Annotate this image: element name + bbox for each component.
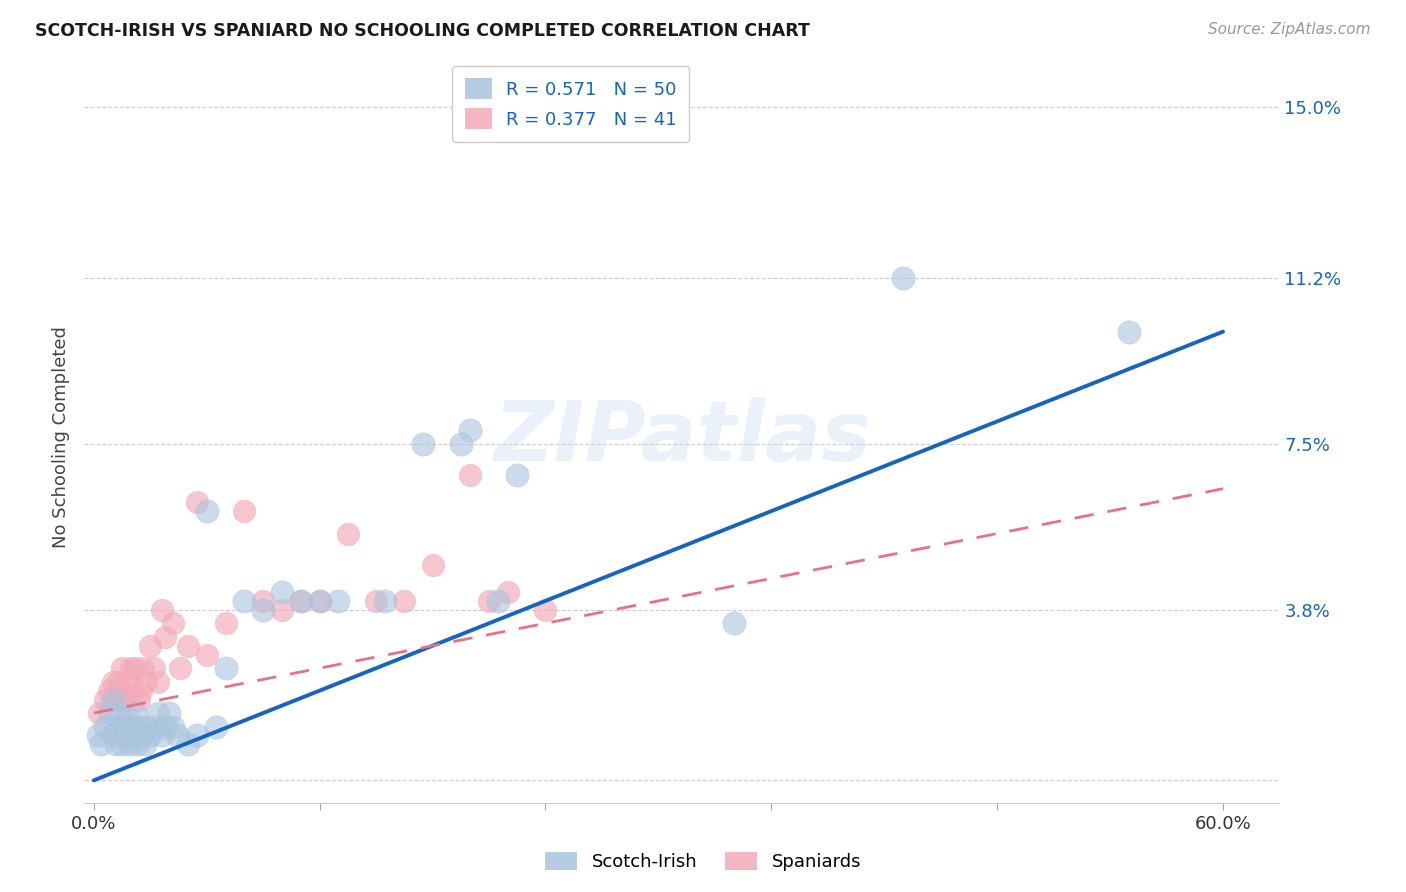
Point xyxy=(157,706,180,720)
Point xyxy=(150,729,173,743)
Point xyxy=(128,692,150,706)
Point xyxy=(394,594,416,608)
Point xyxy=(422,558,444,572)
Point xyxy=(308,594,330,608)
Text: Source: ZipAtlas.com: Source: ZipAtlas.com xyxy=(1208,22,1371,37)
Point xyxy=(891,270,914,285)
Point xyxy=(214,661,236,675)
Point xyxy=(134,738,156,752)
Point xyxy=(112,692,135,706)
Point xyxy=(271,603,294,617)
Point xyxy=(271,585,294,599)
Point xyxy=(252,603,274,617)
Point xyxy=(150,603,173,617)
Point xyxy=(496,585,519,599)
Point xyxy=(105,738,128,752)
Point xyxy=(122,729,145,743)
Point xyxy=(90,738,112,752)
Point xyxy=(111,661,134,675)
Point xyxy=(195,648,218,662)
Point xyxy=(233,504,256,518)
Point xyxy=(117,710,139,724)
Point xyxy=(169,661,191,675)
Point xyxy=(101,674,124,689)
Point xyxy=(135,674,157,689)
Point xyxy=(105,692,128,706)
Point xyxy=(166,729,188,743)
Point xyxy=(336,526,359,541)
Point xyxy=(478,594,501,608)
Y-axis label: No Schooling Completed: No Schooling Completed xyxy=(52,326,70,548)
Point xyxy=(458,423,481,437)
Point xyxy=(534,603,557,617)
Legend: Scotch-Irish, Spaniards: Scotch-Irish, Spaniards xyxy=(537,845,869,879)
Point xyxy=(94,692,117,706)
Point xyxy=(1118,325,1140,339)
Point xyxy=(97,706,120,720)
Point xyxy=(125,738,148,752)
Point xyxy=(101,692,124,706)
Point xyxy=(328,594,350,608)
Point xyxy=(89,706,111,720)
Point xyxy=(214,616,236,631)
Point xyxy=(486,594,509,608)
Legend: R = 0.571   N = 50, R = 0.377   N = 41: R = 0.571 N = 50, R = 0.377 N = 41 xyxy=(451,66,689,142)
Point xyxy=(205,719,228,733)
Point xyxy=(450,437,472,451)
Point xyxy=(118,738,141,752)
Point xyxy=(139,639,162,653)
Point xyxy=(177,738,200,752)
Point xyxy=(155,719,177,733)
Point xyxy=(412,437,434,451)
Point xyxy=(108,683,131,698)
Point xyxy=(114,729,136,743)
Point xyxy=(120,661,142,675)
Point xyxy=(186,495,208,509)
Point xyxy=(290,594,312,608)
Point xyxy=(112,719,135,733)
Point xyxy=(458,468,481,483)
Point xyxy=(364,594,387,608)
Point xyxy=(128,719,150,733)
Point xyxy=(186,729,208,743)
Point xyxy=(146,706,169,720)
Point xyxy=(111,738,134,752)
Point xyxy=(139,729,162,743)
Point xyxy=(723,616,745,631)
Point xyxy=(308,594,330,608)
Point xyxy=(117,674,139,689)
Point xyxy=(143,661,166,675)
Text: ZIPatlas: ZIPatlas xyxy=(494,397,870,477)
Point xyxy=(107,719,129,733)
Point xyxy=(146,674,169,689)
Point xyxy=(124,661,146,675)
Point xyxy=(135,719,157,733)
Point xyxy=(122,683,145,698)
Point xyxy=(177,639,200,653)
Text: SCOTCH-IRISH VS SPANIARD NO SCHOOLING COMPLETED CORRELATION CHART: SCOTCH-IRISH VS SPANIARD NO SCHOOLING CO… xyxy=(35,22,810,40)
Point xyxy=(233,594,256,608)
Point xyxy=(97,683,120,698)
Point xyxy=(124,706,146,720)
Point xyxy=(162,719,184,733)
Point xyxy=(107,674,129,689)
Point xyxy=(129,729,152,743)
Point xyxy=(143,719,166,733)
Point xyxy=(290,594,312,608)
Point xyxy=(131,661,153,675)
Point xyxy=(162,616,184,631)
Point xyxy=(108,706,131,720)
Point xyxy=(506,468,529,483)
Point xyxy=(129,683,152,698)
Point xyxy=(94,719,117,733)
Point xyxy=(155,630,177,644)
Point xyxy=(374,594,396,608)
Point xyxy=(120,719,142,733)
Point xyxy=(195,504,218,518)
Point xyxy=(101,729,124,743)
Point xyxy=(86,729,108,743)
Point xyxy=(252,594,274,608)
